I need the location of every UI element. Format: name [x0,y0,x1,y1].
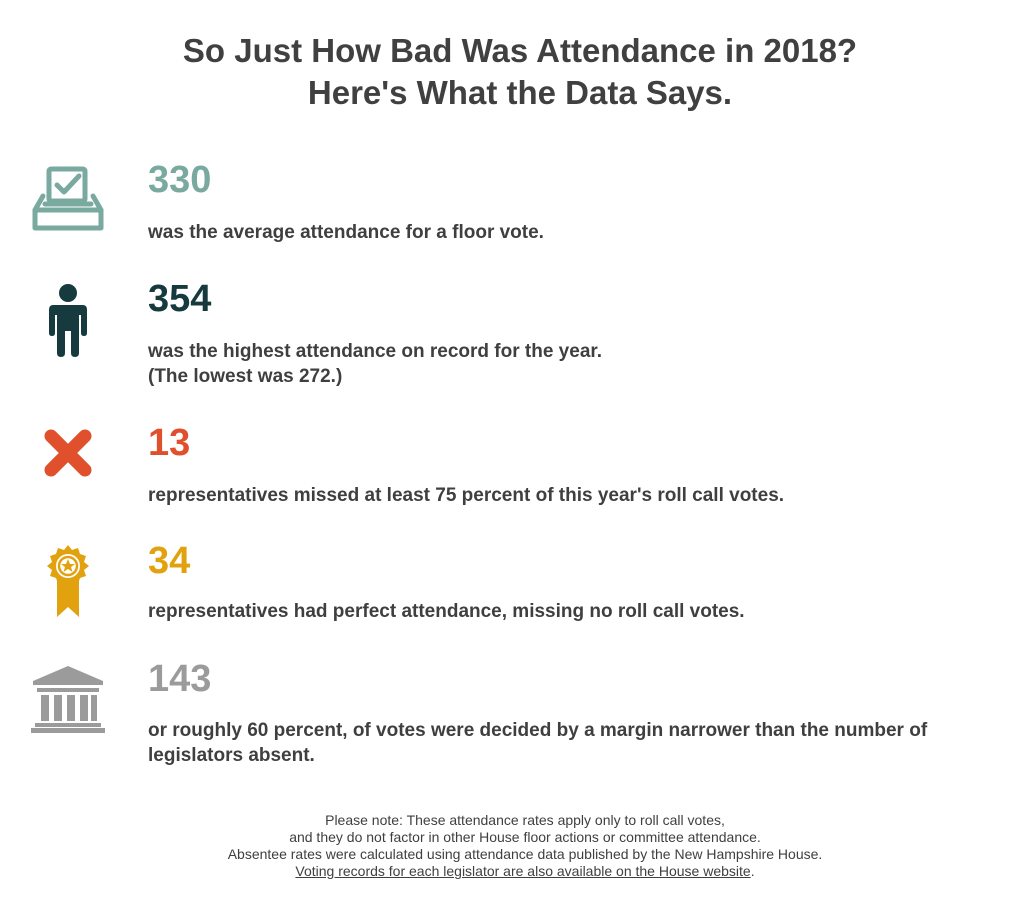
title-line-1: So Just How Bad Was Attendance in 2018? [182,32,858,69]
footnote-line-1: Please note: These attendance rates appl… [325,812,725,828]
stat-description: was the average attendance for a floor v… [148,222,544,243]
footnote-line-2: and they do not factor in other House fl… [289,829,761,845]
title-line-2: Here's What the Data Says. [307,74,733,111]
x-mark-icon [28,427,108,479]
link-suffix: . [750,863,755,879]
voting-records-link[interactable]: Voting records for each legislator are a… [295,863,751,879]
stat-value: 143 [148,658,212,700]
stat-value: 330 [148,159,212,201]
footnote-line-4: Voting records for each legislator are a… [0,863,1024,880]
ballot-box-check-icon [28,166,108,232]
footnote: Please note: These attendance rates appl… [0,812,1024,880]
page-title: So Just How Bad Was Attendance in 2018? … [0,30,1024,114]
stat-description: was the highest attendance on record for… [148,341,603,387]
person-icon [28,283,108,357]
award-ribbon-icon [28,543,108,619]
stat-description: representatives missed at least 75 perce… [148,485,785,506]
stat-value: 13 [148,422,191,464]
government-building-icon [28,665,108,733]
stat-value: 34 [148,540,191,582]
stat-description: or roughly 60 percent, of votes were dec… [148,720,928,766]
stat-value: 354 [148,278,212,320]
stat-description: representatives had perfect attendance, … [148,601,745,622]
footnote-line-3: Absentee rates were calculated using att… [227,846,823,862]
